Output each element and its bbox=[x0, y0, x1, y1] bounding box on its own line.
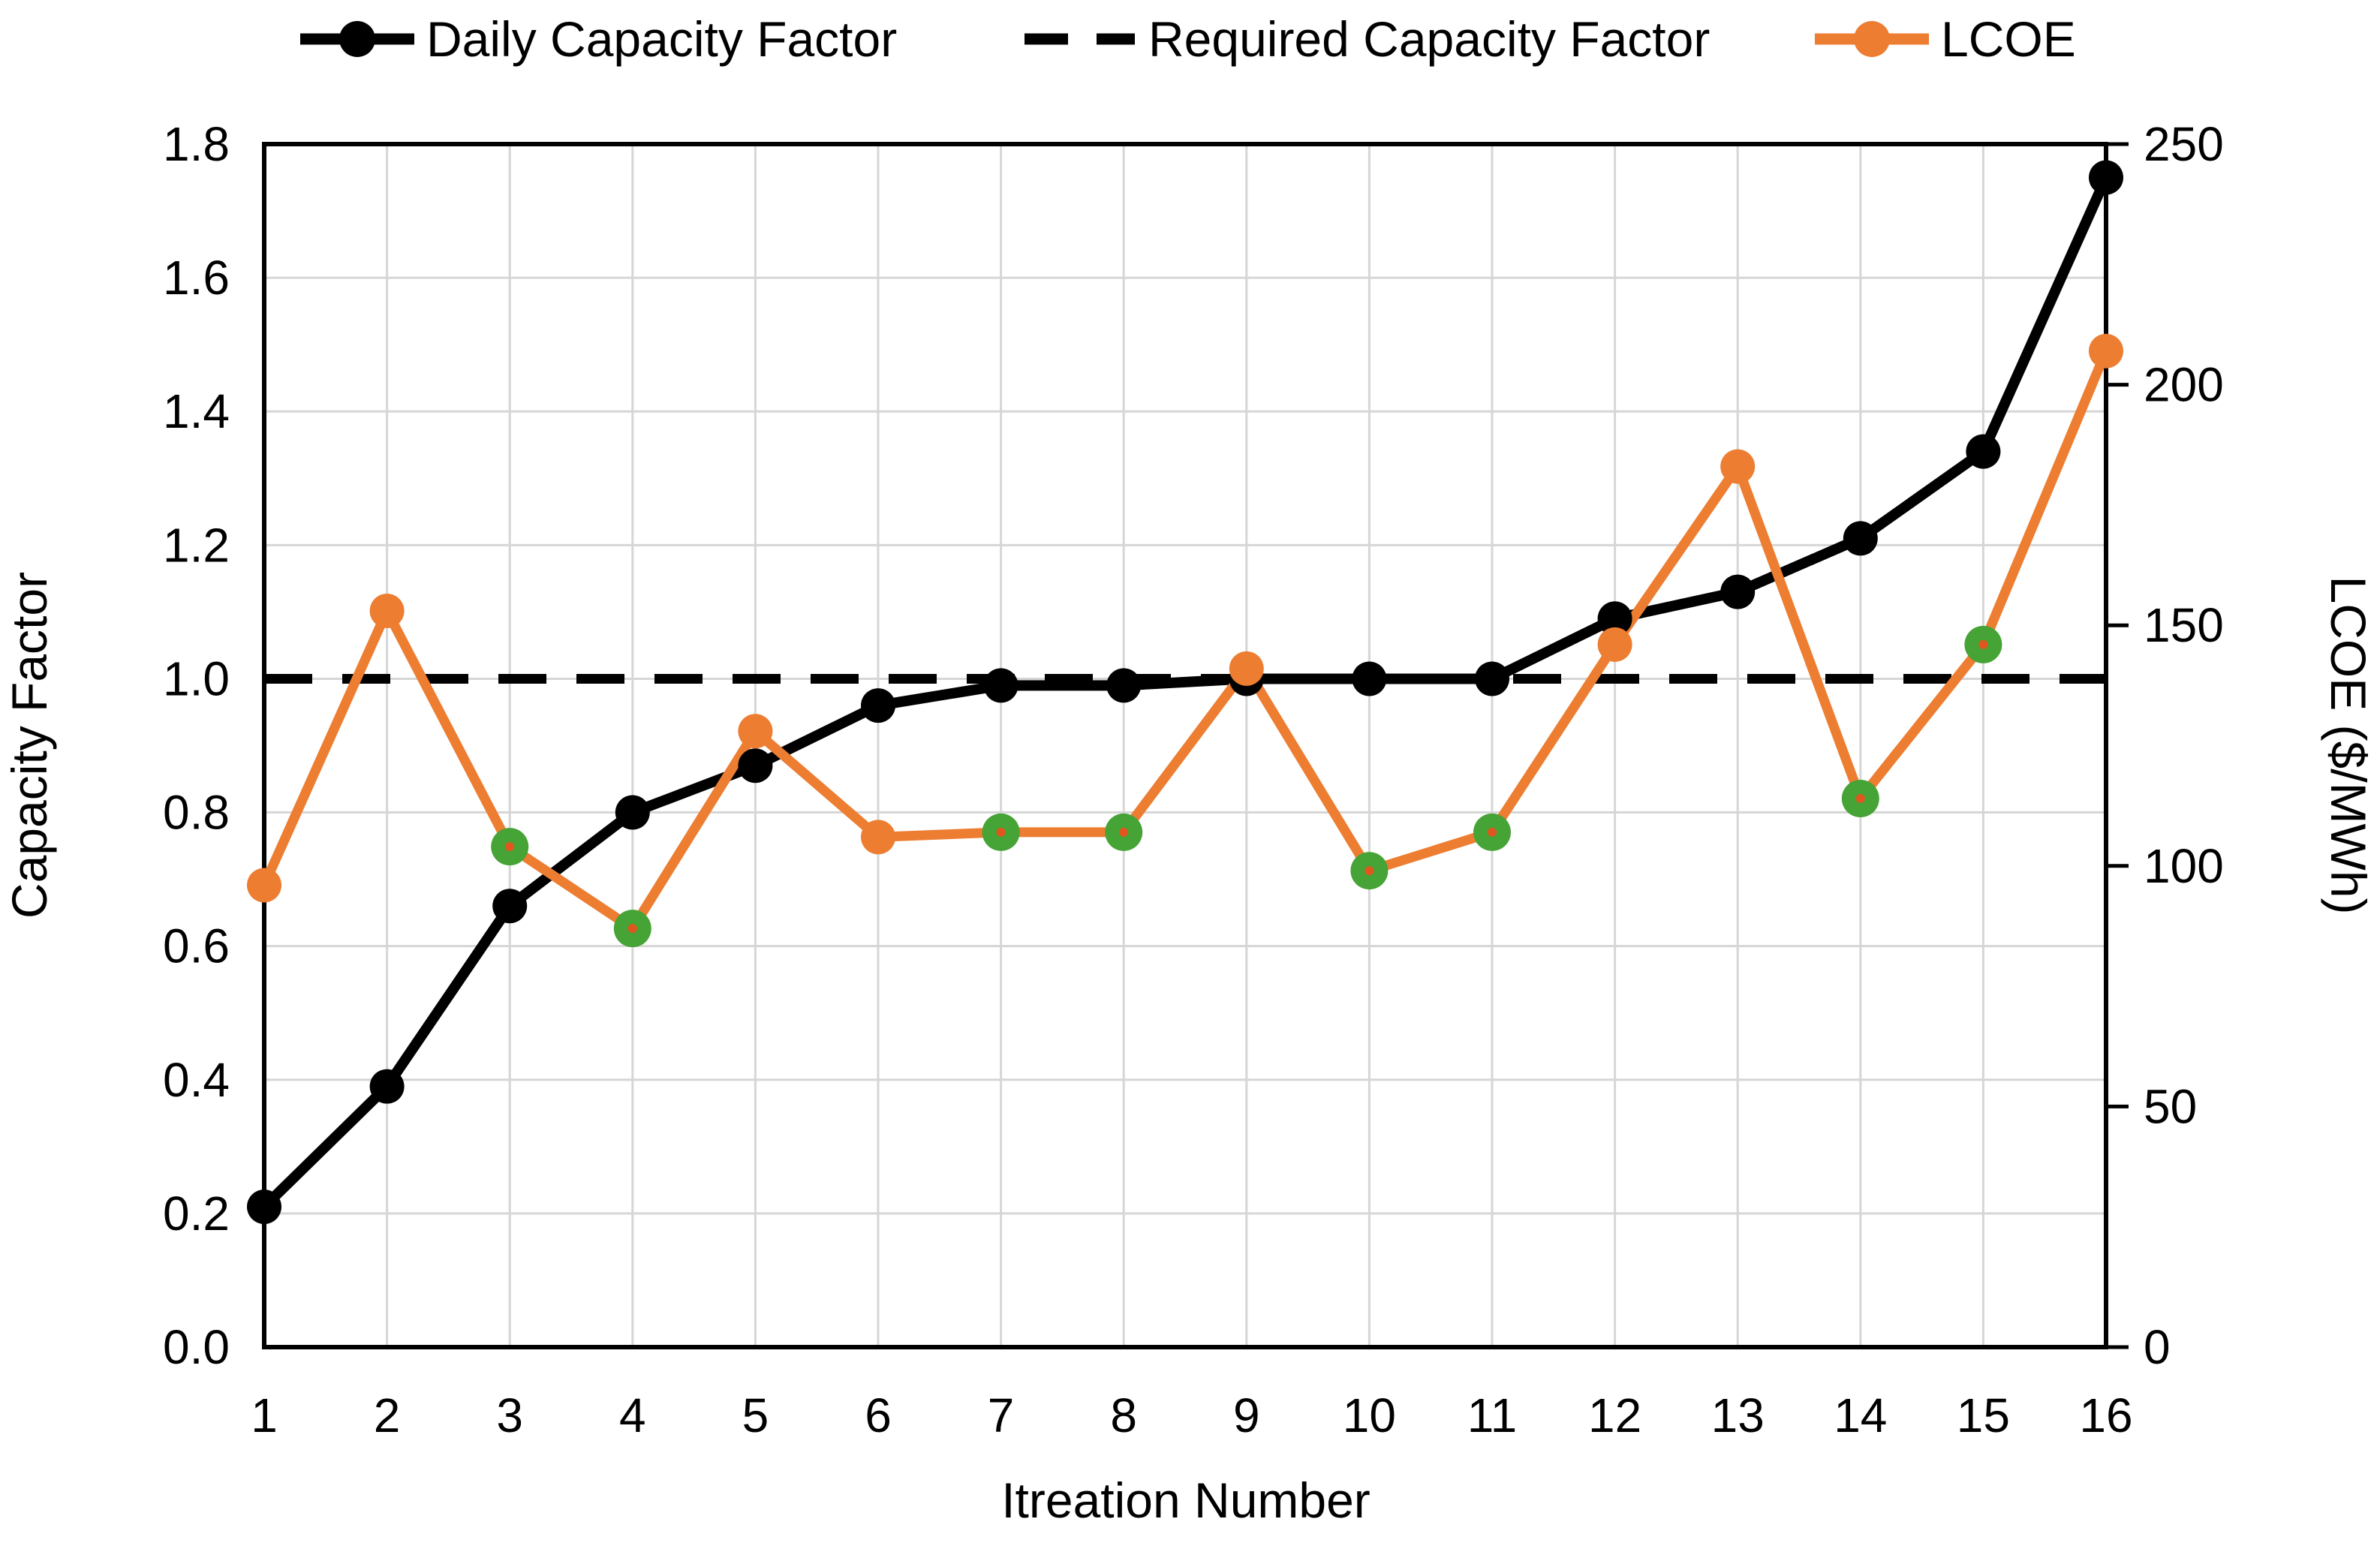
daily-capacity-factor-point-10 bbox=[1352, 661, 1387, 696]
x-axis-tick-label: 11 bbox=[1467, 1388, 1517, 1442]
left-axis-tick-label: 0.4 bbox=[163, 1053, 230, 1107]
right-axis-tick-label: 250 bbox=[2144, 117, 2224, 171]
legend-item-lcoe: LCOE bbox=[1815, 11, 2076, 67]
lcoe-highlight-center-dot-11 bbox=[1488, 827, 1497, 837]
daily-capacity-factor-point-8 bbox=[1106, 668, 1142, 703]
left-axis-tick-label: 1.8 bbox=[163, 117, 230, 171]
lcoe-line bbox=[260, 349, 2111, 934]
left-axis-tick-label: 1.0 bbox=[163, 651, 230, 705]
left-axis-title: Capacity Factor bbox=[2, 572, 57, 919]
right-axis-tick-label: 50 bbox=[2144, 1079, 2197, 1133]
lcoe-highlight-center-dot-8 bbox=[1119, 827, 1129, 837]
daily-capacity-factor-point-14 bbox=[1843, 521, 1878, 556]
lcoe-point-13 bbox=[1720, 449, 1756, 484]
right-axis-tick-label: 100 bbox=[2144, 839, 2224, 893]
left-axis-tick-label: 1.2 bbox=[163, 518, 230, 572]
daily-capacity-factor-point-11 bbox=[1475, 661, 1509, 696]
x-axis-tick-label: 2 bbox=[374, 1388, 401, 1442]
lcoe-highlight-center-dot-15 bbox=[1978, 639, 1988, 649]
legend-item-required-capacity-factor: Required Capacity Factor bbox=[1025, 11, 1710, 67]
x-axis-tick-label: 10 bbox=[1343, 1388, 1396, 1442]
left-axis-tick-label: 0.2 bbox=[163, 1187, 230, 1241]
x-axis-tick-label: 13 bbox=[1711, 1388, 1765, 1442]
x-axis-tick-label: 5 bbox=[742, 1388, 769, 1442]
daily-capacity-factor-point-2 bbox=[369, 1069, 405, 1104]
right-axis-tick-label: 200 bbox=[2144, 358, 2224, 412]
right-axis-tick-label: 0 bbox=[2144, 1320, 2171, 1374]
legend-label: Daily Capacity Factor bbox=[426, 11, 897, 67]
daily-capacity-factor-point-12 bbox=[1597, 601, 1632, 636]
x-axis-tick-label: 15 bbox=[1957, 1388, 2010, 1442]
lcoe-point-1 bbox=[247, 868, 281, 903]
daily-capacity-factor-point-13 bbox=[1720, 574, 1756, 609]
legend-circle-marker-icon bbox=[339, 21, 375, 57]
x-axis-tick-label: 7 bbox=[988, 1388, 1015, 1442]
left-axis-tick-label: 0.0 bbox=[163, 1320, 230, 1374]
x-axis-title: Itreation Number bbox=[1001, 1472, 1371, 1528]
daily-capacity-factor-point-16 bbox=[2089, 160, 2123, 195]
legend-item-daily-capacity-factor: Daily Capacity Factor bbox=[300, 11, 897, 67]
lcoe-point-5 bbox=[738, 714, 773, 749]
legend-label: Required Capacity Factor bbox=[1148, 11, 1710, 67]
gridlines bbox=[264, 144, 2106, 1347]
x-axis-tick-label: 3 bbox=[496, 1388, 523, 1442]
lcoe-highlight-center-dot-4 bbox=[627, 924, 637, 934]
x-axis-tick-label: 6 bbox=[865, 1388, 892, 1442]
lcoe-point-9 bbox=[1229, 651, 1264, 686]
daily-capacity-factor-point-1 bbox=[247, 1189, 281, 1224]
legend-label: LCOE bbox=[1941, 11, 2076, 67]
lcoe-highlight-center-dot-14 bbox=[1855, 794, 1865, 804]
x-axis-tick-label: 12 bbox=[1588, 1388, 1641, 1442]
lcoe-point-6 bbox=[861, 820, 895, 855]
daily-capacity-factor-point-4 bbox=[615, 795, 650, 830]
x-axis-tick-label: 4 bbox=[619, 1388, 646, 1442]
daily-capacity-factor-point-7 bbox=[983, 668, 1018, 703]
lcoe-point-2 bbox=[369, 593, 405, 628]
plot-area-border bbox=[262, 142, 2108, 1349]
lcoe-highlight-center-dot-10 bbox=[1365, 866, 1374, 876]
x-axis-tick-label: 16 bbox=[2079, 1388, 2132, 1442]
x-axis-tick-label: 1 bbox=[251, 1388, 278, 1442]
daily-capacity-factor-point-6 bbox=[861, 688, 895, 723]
axis-ticks-and-labels: 0.0 0.2 0.4 0.6 0.8 1.0 1.2 1.4 1.6 1.8 0 50 100 150 2… bbox=[163, 117, 2224, 1442]
lcoe-point-12 bbox=[1597, 627, 1632, 662]
plot-border bbox=[262, 142, 2108, 1349]
x-axis-tick-label: 8 bbox=[1110, 1388, 1137, 1442]
legend-circle-marker-icon bbox=[1854, 21, 1890, 57]
right-axis-title: LCOE ($/MWh) bbox=[2321, 576, 2376, 914]
lcoe-highlight-center-dot-3 bbox=[505, 842, 515, 852]
left-axis-tick-label: 0.8 bbox=[163, 786, 230, 840]
left-axis-tick-label: 1.6 bbox=[163, 251, 230, 305]
left-axis-tick-label: 0.6 bbox=[163, 919, 230, 973]
lcoe-point-16 bbox=[2089, 333, 2123, 368]
daily-capacity-factor-point-15 bbox=[1966, 434, 2001, 469]
legend: Daily Capacity Factor Required Capacity … bbox=[300, 11, 2076, 67]
x-axis-tick-label: 9 bbox=[1233, 1388, 1260, 1442]
x-axis-tick-label: 14 bbox=[1834, 1388, 1887, 1442]
daily-capacity-factor-point-5 bbox=[738, 748, 773, 784]
data-series bbox=[247, 160, 2123, 1224]
daily-capacity-factor-point-3 bbox=[492, 889, 528, 924]
lcoe-highlight-center-dot-7 bbox=[996, 827, 1006, 837]
left-axis-tick-label: 1.4 bbox=[163, 384, 230, 438]
right-axis-tick-label: 150 bbox=[2144, 598, 2224, 652]
daily-capacity-factor-line bbox=[260, 175, 2111, 1211]
